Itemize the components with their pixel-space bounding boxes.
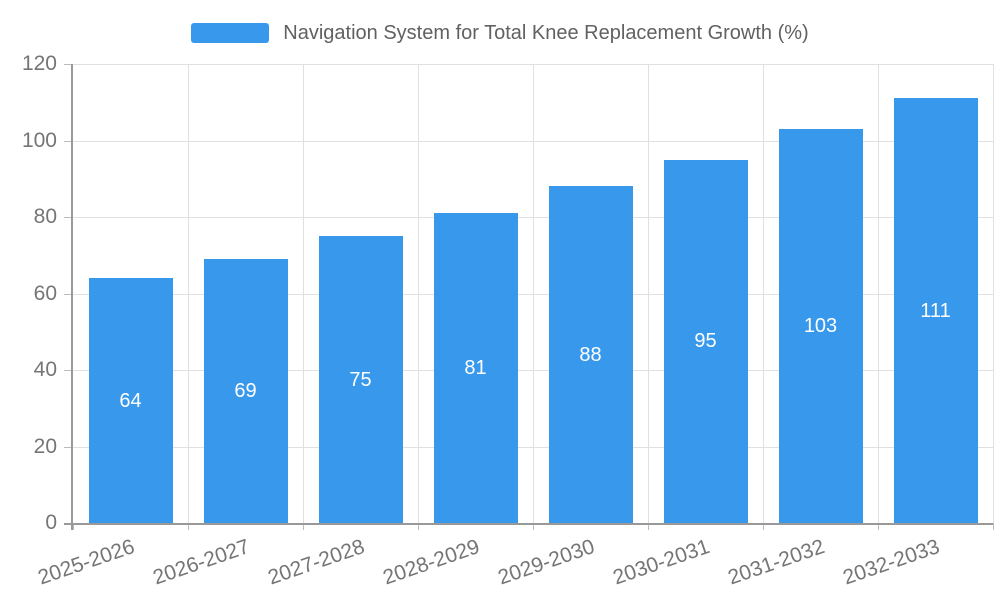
y-tick-label: 0 [45, 511, 57, 534]
gridline-v [418, 64, 419, 523]
bar[interactable] [318, 236, 403, 523]
y-tick-label: 20 [33, 434, 57, 458]
y-tick-mark [64, 64, 71, 65]
bar[interactable] [203, 259, 288, 523]
bar[interactable] [88, 278, 173, 523]
x-tick-mark [73, 523, 74, 530]
x-tick-mark [303, 523, 304, 530]
x-tick-label: 2027-2028 [265, 535, 368, 590]
x-tick-label: 2032-2033 [840, 535, 943, 590]
bar-value-label: 81 [464, 357, 487, 380]
bar-value-label: 64 [119, 389, 142, 412]
x-tick-mark [188, 523, 189, 530]
bar-value-label: 111 [920, 299, 951, 322]
x-tick-mark [418, 523, 419, 530]
bar-value-label: 69 [234, 380, 257, 403]
bar[interactable] [663, 159, 748, 523]
y-tick-label: 120 [21, 52, 57, 75]
legend-label: Navigation System for Total Knee Replace… [283, 21, 809, 44]
bar-value-label: 75 [349, 368, 372, 391]
y-tick-mark [64, 293, 71, 295]
x-tick-label: 2025-2026 [35, 535, 138, 590]
x-tick-mark [878, 523, 879, 530]
y-tick-label: 40 [33, 358, 57, 381]
legend[interactable]: Navigation System for Total Knee Replace… [0, 16, 1000, 50]
gridline-v [763, 64, 764, 523]
bar[interactable] [433, 213, 518, 523]
x-tick-label: 2029-2030 [495, 535, 598, 590]
y-tick-mark [64, 446, 71, 448]
y-tick-mark [64, 140, 71, 142]
bar[interactable] [893, 98, 978, 523]
gridline-v [533, 64, 534, 523]
x-tick-mark [993, 523, 994, 530]
plot-area: 0 20 40 60 80 100 120 64 2025-2026 69 2026-2027 75 2… [22, 53, 994, 590]
x-tick-mark [648, 523, 649, 530]
y-tick-label: 60 [33, 281, 57, 305]
gridline-v [188, 64, 189, 523]
y-tick-mark [64, 370, 71, 371]
x-tick-label: 2026-2027 [150, 535, 253, 590]
x-tick-label: 2031-2032 [725, 535, 828, 590]
gridline-v [648, 64, 649, 523]
y-axis-line [71, 64, 73, 530]
bar[interactable] [778, 129, 863, 523]
legend-swatch-icon [191, 23, 270, 43]
x-tick-label: 2030-2031 [610, 535, 713, 590]
bar-value-label: 103 [803, 315, 838, 337]
bar-value-label: 88 [579, 343, 602, 366]
bar-value-label: 95 [694, 330, 717, 353]
gridline-v [878, 64, 879, 523]
x-tick-mark [533, 523, 534, 530]
y-tick-label: 80 [33, 205, 57, 228]
gridline-v [303, 64, 304, 523]
bar[interactable] [548, 186, 633, 523]
x-axis-line [64, 523, 993, 525]
x-tick-mark [763, 523, 764, 530]
y-tick-mark [64, 217, 71, 218]
gridline-v [993, 64, 994, 523]
y-tick-label: 100 [21, 128, 57, 152]
x-tick-label: 2028-2029 [380, 535, 483, 590]
